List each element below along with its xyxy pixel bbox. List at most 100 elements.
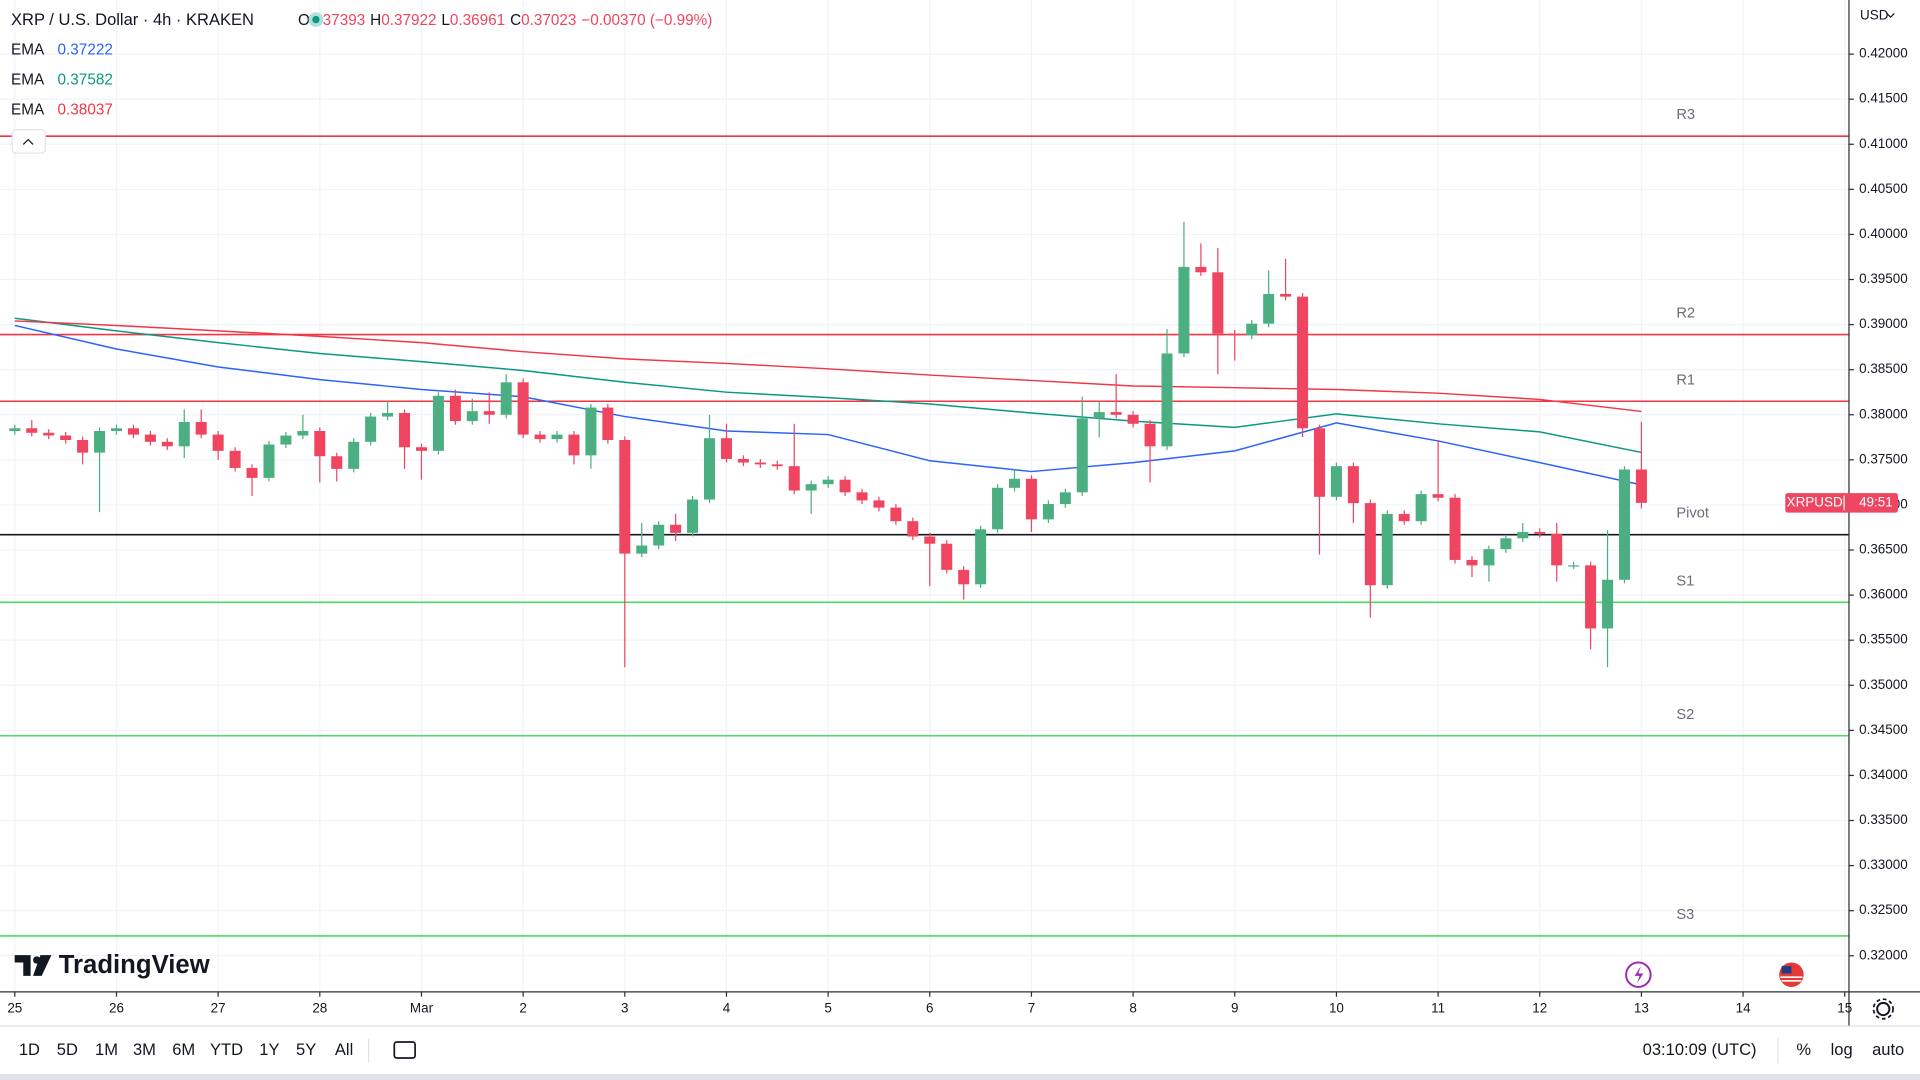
ema-line (14, 320, 1642, 413)
candle-body (822, 479, 834, 485)
ohlc-value: 0.37393 (310, 12, 365, 29)
settings-icon[interactable] (1876, 1001, 1891, 1017)
ema-legend-value: 0.37582 (58, 71, 113, 88)
clock[interactable]: 03:10:09 (UTC) (1643, 1040, 1757, 1059)
y-tick-label: 0.34500 (1859, 722, 1908, 737)
y-tick-label: 0.34000 (1859, 767, 1908, 782)
candle-body (26, 428, 38, 433)
candle-body (432, 395, 444, 451)
candle-body (1280, 293, 1292, 297)
level-label: R1 (1676, 372, 1695, 388)
candle-body (1483, 549, 1495, 566)
price-axis-unit: USD (1860, 7, 1889, 22)
y-tick-label: 0.33000 (1859, 857, 1908, 872)
collapse-legend-button[interactable] (11, 129, 46, 154)
y-tick-label: 0.40500 (1859, 181, 1908, 196)
ohlc-label: L (441, 12, 450, 29)
price-tag-countdown: 49:51 (1859, 494, 1893, 509)
events-icon[interactable] (1625, 961, 1652, 988)
x-tick-label: 9 (1231, 1001, 1238, 1016)
scale-option[interactable]: auto (1872, 1040, 1904, 1059)
candle-body (754, 462, 766, 465)
y-tick-label: 0.41500 (1859, 91, 1908, 106)
candle-body (127, 428, 139, 435)
ema-legend-name: EMA (11, 101, 45, 118)
price-change: −0.00370 (−0.99%) (581, 12, 712, 29)
candle-body (1330, 466, 1342, 497)
legend: XRP / U.S. Dollar · 4h · KRAKEN O0.37393 H… (11, 10, 712, 154)
candle-body (585, 407, 597, 456)
range-button[interactable]: 1M (95, 1040, 118, 1059)
level-label: S3 (1676, 907, 1694, 923)
range-button[interactable]: All (335, 1040, 353, 1059)
candle-body (331, 456, 343, 469)
candle-body (1415, 494, 1427, 522)
candle-body (178, 421, 190, 447)
scale-option[interactable]: % (1796, 1040, 1811, 1059)
candle-body (941, 543, 953, 570)
level-label: R3 (1676, 107, 1695, 123)
candle-body (280, 435, 292, 445)
range-button[interactable]: 1D (19, 1040, 40, 1059)
candle-body (500, 382, 512, 415)
y-tick-label: 0.42000 (1859, 46, 1908, 61)
candle-body (1517, 531, 1529, 539)
unit-caret (1886, 13, 1895, 19)
range-button[interactable]: YTD (210, 1040, 243, 1059)
settings-cog (1872, 998, 1894, 1020)
range-button[interactable]: 5D (57, 1040, 78, 1059)
brand-logo (14, 955, 52, 976)
date-range-icon[interactable] (393, 1041, 416, 1059)
scale-option[interactable]: log (1831, 1040, 1853, 1059)
candle-body (1313, 428, 1325, 497)
candle-body (1568, 565, 1580, 567)
ohlc-value: 0.37922 (381, 12, 436, 29)
x-tick-label: 25 (7, 1001, 22, 1016)
candle-body (297, 430, 309, 436)
candle-body (43, 432, 55, 436)
candle-body (161, 441, 173, 447)
candle-body (704, 438, 716, 500)
market-status-dot (312, 15, 320, 24)
candle-body (1042, 504, 1054, 520)
x-tick-label: 28 (312, 1001, 327, 1016)
candle-body (399, 412, 411, 448)
x-tick-label: 3 (621, 1001, 628, 1016)
y-tick-label: 0.35500 (1859, 632, 1908, 647)
candle-body (1449, 497, 1461, 560)
range-button[interactable]: 3M (133, 1040, 156, 1059)
chart-icons (1625, 961, 1894, 1020)
candle-body (653, 524, 665, 546)
ohlc-label: O (298, 12, 310, 29)
candle-body (1432, 494, 1444, 498)
brand-name: TradingView (59, 951, 211, 979)
y-tick-label: 0.35000 (1859, 677, 1908, 692)
candle-body (1602, 579, 1614, 629)
candle-body (415, 447, 427, 451)
candle-body (1297, 296, 1309, 429)
candle-body (771, 464, 783, 467)
x-tick-label: 8 (1129, 1001, 1136, 1016)
candle-body (788, 466, 800, 491)
candle-body (195, 421, 207, 435)
candle-body (1364, 503, 1376, 586)
ohlc-value: 0.37023 (521, 12, 576, 29)
range-button[interactable]: 1Y (259, 1040, 279, 1059)
x-tick-label: 26 (109, 1001, 124, 1016)
x-tick-label: 5 (824, 1001, 831, 1016)
region-flag-canton (1781, 966, 1792, 974)
ema-line (14, 317, 1642, 454)
candle-body (1347, 466, 1359, 504)
candle-body (60, 435, 72, 441)
candle-body (839, 479, 851, 493)
y-tick-label: 0.37500 (1859, 451, 1908, 466)
candle-body (212, 434, 224, 451)
x-tick-label: 2 (519, 1001, 526, 1016)
candle-body (619, 440, 631, 554)
candle-body (720, 438, 732, 459)
x-tick-label: 14 (1736, 1001, 1751, 1016)
range-button[interactable]: 6M (172, 1040, 195, 1059)
range-button[interactable]: 5Y (296, 1040, 316, 1059)
candle-body (449, 395, 461, 422)
